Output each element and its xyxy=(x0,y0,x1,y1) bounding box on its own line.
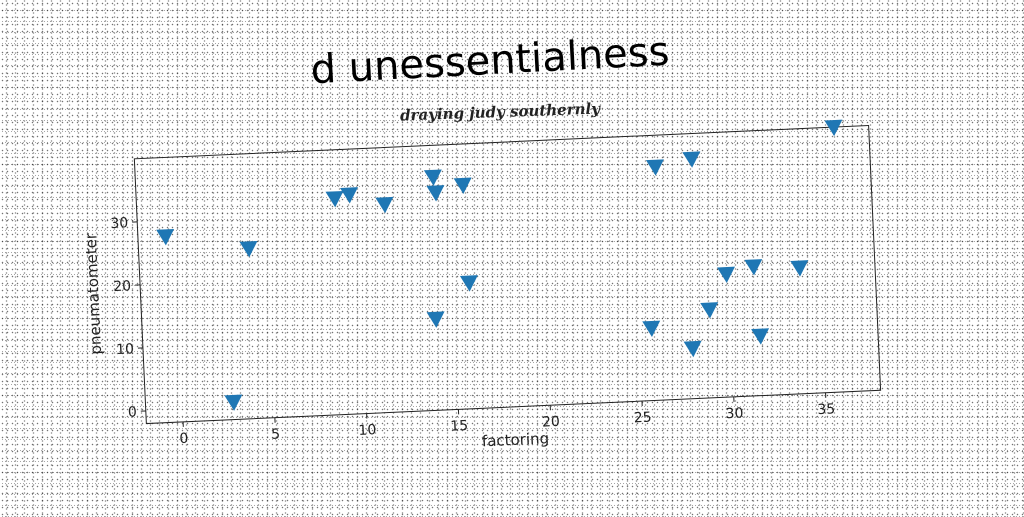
data-point xyxy=(375,197,394,214)
x-tick-label: 5 xyxy=(271,427,281,443)
data-point xyxy=(156,229,175,246)
data-point xyxy=(460,275,479,292)
x-tick-label: 0 xyxy=(179,431,189,447)
data-point xyxy=(454,178,473,195)
y-tick-label: 30 xyxy=(110,215,129,232)
data-point xyxy=(426,185,445,202)
x-tick-label: 25 xyxy=(633,410,652,427)
y-axis: 0 10 20 30 xyxy=(110,215,146,421)
data-point xyxy=(700,302,719,319)
y-tick-label: 0 xyxy=(128,404,138,420)
axes-frame xyxy=(134,125,880,423)
data-points xyxy=(153,120,855,414)
data-point xyxy=(642,321,661,338)
data-point xyxy=(646,159,665,176)
data-point xyxy=(427,311,446,328)
data-point xyxy=(224,395,243,412)
x-axis-label: factoring xyxy=(482,429,550,450)
data-point xyxy=(744,259,763,276)
data-point xyxy=(751,328,770,345)
x-tick-label: 30 xyxy=(725,405,744,422)
data-point xyxy=(340,187,359,204)
data-point xyxy=(325,191,344,208)
y-axis-label: pneumatometer xyxy=(82,232,106,355)
data-point xyxy=(424,169,443,186)
data-point xyxy=(717,267,736,284)
data-point xyxy=(824,120,843,137)
data-point xyxy=(682,151,701,168)
x-tick-label: 20 xyxy=(542,414,561,431)
x-tick-label: 10 xyxy=(358,422,377,439)
y-tick-label: 20 xyxy=(113,278,132,295)
x-tick-label: 35 xyxy=(817,401,836,418)
x-tick-label: 15 xyxy=(450,418,469,435)
data-point xyxy=(684,341,703,358)
data-point xyxy=(239,241,258,258)
data-point xyxy=(790,260,809,277)
y-tick-label: 10 xyxy=(116,341,135,358)
